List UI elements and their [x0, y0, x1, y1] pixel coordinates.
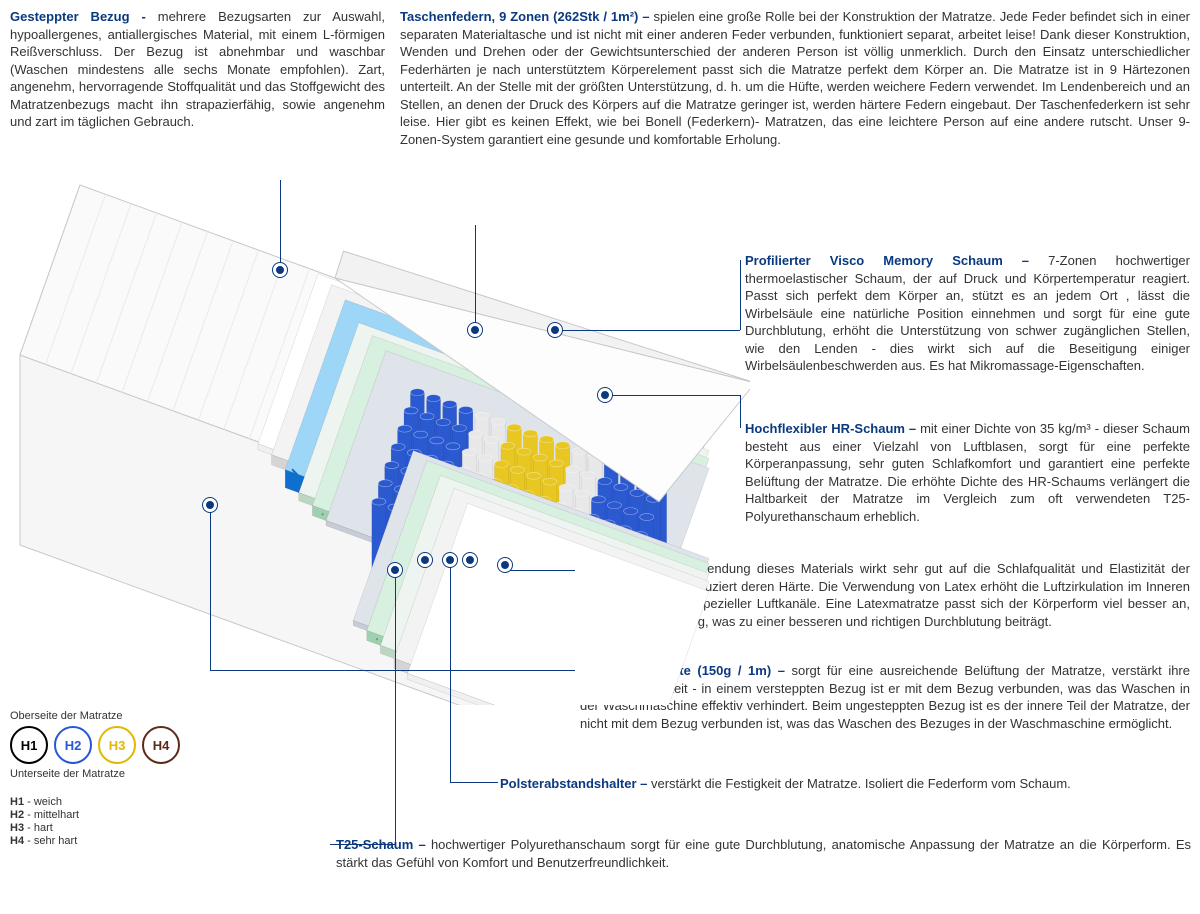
hardness-legend: Oberseite der Matratze H1H2H3H4 Untersei… [10, 710, 240, 848]
mattress-diagram [10, 175, 750, 705]
legend-top-label: Oberseite der Matratze [10, 710, 240, 722]
title: Gesteppter Bezug - [10, 9, 158, 24]
hardness-circle-h1: H1 [10, 726, 48, 764]
marker-t25 [388, 563, 402, 577]
hardness-circle-h3: H3 [98, 726, 136, 764]
legend-circles: H1H2H3H4 [10, 726, 240, 764]
marker-polster2 [418, 553, 432, 567]
desc-hr-schaum: Hochflexibler HR-Schaum – mit einer Dich… [745, 420, 1190, 525]
title: Profilierter Visco Memory Schaum – [745, 253, 1048, 268]
hardness-def-h1: H1 - weich [10, 796, 240, 808]
hardness-def-h3: H3 - hart [10, 822, 240, 834]
body: hochwertiger Polyurethanschaum sorgt für… [336, 837, 1191, 870]
marker-hr [598, 388, 612, 402]
hardness-circle-h4: H4 [142, 726, 180, 764]
desc-taschenfedern: Taschenfedern, 9 Zonen (262Stk / 1m²) – … [400, 8, 1190, 148]
body: mit einer Dichte von 35 kg/m³ - dieser S… [745, 421, 1190, 524]
marker-visco [548, 323, 562, 337]
title: Taschenfedern, 9 Zonen (262Stk / 1m²) – [400, 9, 654, 24]
marker-taschenfedern [468, 323, 482, 337]
desc-gesteppter-bezug: Gesteppter Bezug - mehrere Bezugsarten z… [10, 8, 385, 131]
title: Hochflexibler HR-Schaum – [745, 421, 920, 436]
body: mehrere Bezugsarten zur Auswahl, hypoall… [10, 9, 385, 129]
marker-latex [498, 558, 512, 572]
marker-latex1b [463, 553, 477, 567]
body: 7-Zonen hochwertiger thermoelastischer S… [745, 253, 1190, 373]
hardness-circle-h2: H2 [54, 726, 92, 764]
desc-polster: Polsterabstandshalter – verstärkt die Fe… [500, 775, 1190, 793]
marker-klima [203, 498, 217, 512]
body: verstärkt die Festigkeit der Matratze. I… [651, 776, 1071, 791]
title: Polsterabstandshalter – [500, 776, 651, 791]
desc-t25: T25-Schaum – hochwertiger Polyurethansch… [336, 836, 1191, 871]
body: spielen eine große Rolle bei der Konstru… [400, 9, 1190, 147]
hardness-def-h2: H2 - mittelhart [10, 809, 240, 821]
legend-bottom-label: Unterseite der Matratze [10, 768, 240, 780]
marker-bezug [273, 263, 287, 277]
hardness-def-h4: H4 - sehr hart [10, 835, 240, 847]
legend-defs: H1 - weichH2 - mittelhartH3 - hartH4 - s… [10, 796, 240, 847]
marker-polster [443, 553, 457, 567]
desc-visco: Profilierter Visco Memory Schaum – 7-Zon… [745, 252, 1190, 375]
